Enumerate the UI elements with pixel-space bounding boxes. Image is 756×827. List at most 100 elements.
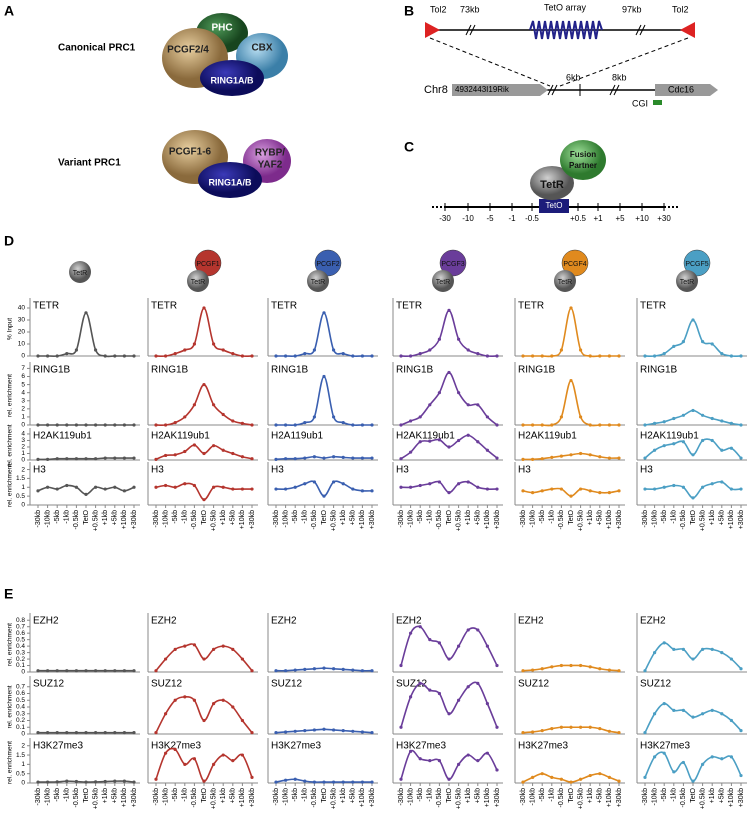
point: [36, 731, 40, 735]
x-tick-label: +30kb: [249, 510, 256, 529]
point: [569, 306, 573, 310]
point: [540, 354, 544, 358]
dash-line: [559, 37, 689, 87]
chart-title: TETR: [33, 301, 59, 312]
point: [74, 669, 78, 673]
point: [710, 482, 714, 486]
line: [400, 681, 498, 728]
point: [202, 498, 206, 502]
point: [351, 423, 355, 427]
point: [303, 456, 307, 460]
point: [485, 487, 489, 491]
point: [164, 354, 168, 358]
point: [94, 457, 98, 461]
x-tick-label: TetO: [201, 509, 208, 524]
x-tick-label: +0.5kb: [330, 510, 337, 531]
point: [466, 433, 470, 437]
point: [240, 753, 244, 757]
point: [447, 712, 451, 716]
x-tick-label: +0.5kb: [699, 510, 706, 531]
point: [739, 487, 743, 491]
point: [173, 647, 177, 651]
protein-label: PCGF1-6: [169, 147, 212, 158]
x-tick-label: +30kb: [131, 788, 138, 807]
point: [531, 668, 535, 672]
point: [173, 352, 177, 356]
x-tick-label: +30kb: [494, 788, 501, 807]
x-tick-label: +0.5kb: [577, 788, 584, 809]
label: TetO array: [544, 2, 587, 12]
label: 97kb: [622, 4, 642, 14]
point: [531, 354, 535, 358]
point: [113, 731, 117, 735]
point: [332, 480, 336, 484]
x-tick-label: +5kb: [719, 788, 726, 803]
tick-label: +10: [635, 214, 649, 223]
point: [617, 423, 621, 427]
point: [231, 647, 235, 651]
point: [559, 415, 564, 419]
point: [476, 352, 480, 356]
point: [681, 708, 686, 712]
tetr-protein: [554, 270, 576, 292]
point: [466, 753, 470, 757]
point: [540, 489, 544, 493]
point: [164, 657, 168, 661]
x-tick-label: -5kb: [54, 788, 61, 802]
point: [729, 755, 734, 759]
point: [476, 440, 480, 444]
point: [360, 730, 364, 734]
point: [74, 348, 78, 352]
point: [681, 760, 686, 765]
tick-label: -5: [486, 214, 494, 223]
point: [485, 644, 489, 648]
point: [284, 730, 288, 734]
point: [653, 421, 657, 425]
x-tick-label: -30kb: [398, 788, 405, 806]
x-tick-label: -1kb: [671, 510, 678, 524]
point: [332, 415, 336, 419]
x-tick-label: -30kb: [642, 510, 649, 528]
point: [428, 348, 432, 352]
y-axis-label: % Input: [7, 318, 14, 340]
label: Cdc16: [668, 84, 694, 94]
point: [74, 457, 78, 461]
point: [341, 455, 345, 459]
point: [653, 354, 657, 358]
x-tick-label: +30kb: [249, 788, 256, 807]
point: [284, 457, 288, 461]
point: [332, 780, 336, 784]
tetr-protein: [307, 270, 329, 292]
point: [691, 496, 695, 500]
point: [274, 487, 278, 491]
point: [598, 423, 602, 427]
panel-label: E: [4, 586, 13, 602]
point: [46, 457, 50, 461]
point: [274, 457, 278, 461]
point: [710, 438, 714, 443]
point: [303, 667, 307, 672]
fusion-label: PCGF2: [316, 261, 339, 268]
x-tick-label: -10kb: [282, 788, 289, 806]
x-tick-label: -0.5kb: [436, 510, 443, 530]
point: [360, 780, 364, 784]
point: [341, 667, 345, 672]
point: [399, 457, 403, 461]
y-tick-label: 4: [21, 389, 25, 396]
point: [231, 352, 235, 356]
point: [418, 681, 422, 685]
point: [192, 757, 196, 761]
chart-title: EZH2: [271, 616, 297, 627]
point: [312, 415, 316, 419]
point: [122, 354, 126, 358]
point: [132, 731, 136, 735]
x-tick-label: +5kb: [112, 788, 119, 803]
tick-label: -10: [462, 214, 474, 223]
line: [38, 311, 134, 358]
point: [36, 780, 40, 784]
point: [739, 423, 743, 427]
point: [521, 354, 525, 358]
point: [274, 669, 278, 673]
point: [720, 352, 724, 356]
point: [202, 657, 206, 661]
